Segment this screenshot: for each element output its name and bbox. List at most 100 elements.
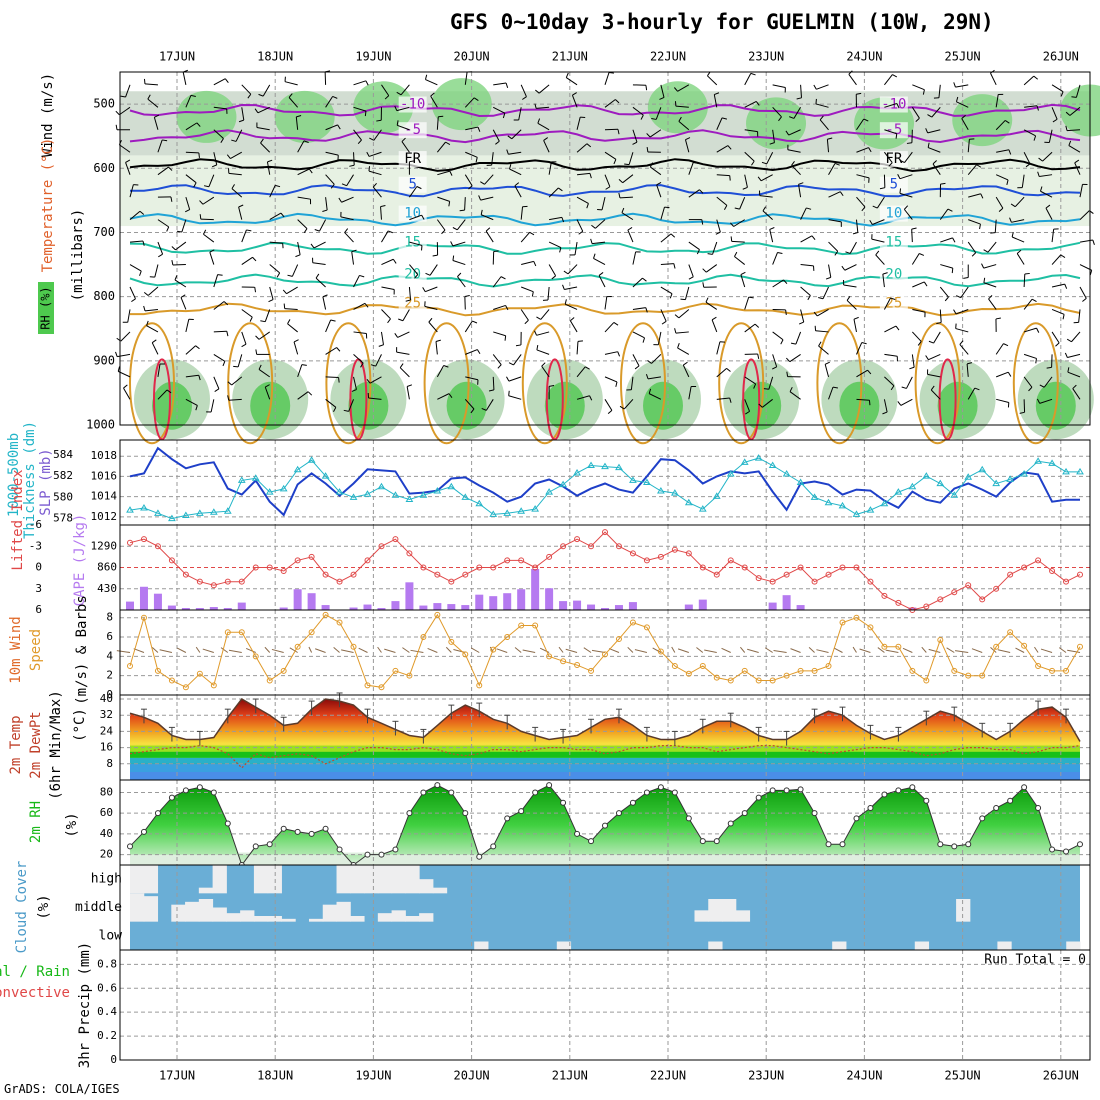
wind-barb xyxy=(353,106,367,112)
wind-barb-feather xyxy=(955,96,959,102)
wind-barb xyxy=(882,274,885,288)
wind-barb xyxy=(452,241,466,247)
cape-bar xyxy=(628,602,637,610)
surface-wind-barb xyxy=(928,648,941,653)
wind-barb xyxy=(213,106,227,110)
wind-barb xyxy=(593,258,606,265)
grads-footer: GrADS: COLA/IGES xyxy=(4,1082,120,1096)
rh-marker xyxy=(378,851,385,858)
rh-marker xyxy=(406,810,413,817)
wind-barbs-axis-label: (m/s) & Barbs xyxy=(74,595,90,705)
wind-barb-feather xyxy=(226,331,229,337)
cloud-cover-bar xyxy=(336,901,351,922)
wind-barb xyxy=(353,275,360,288)
wind-barb xyxy=(660,286,673,295)
wind-barb-feather xyxy=(506,149,509,155)
wind-barb xyxy=(940,237,953,243)
wind-barb xyxy=(209,252,215,265)
rh-marker xyxy=(602,822,608,829)
wind-barb-feather xyxy=(293,339,299,343)
wind-barb xyxy=(213,152,218,166)
wind-barb xyxy=(904,151,913,163)
wind-barb xyxy=(368,170,382,176)
wind-barb-feather xyxy=(477,126,481,132)
wind-speed-marker xyxy=(825,663,832,670)
cloud-cover-bar xyxy=(708,941,723,950)
wind-barb-feather xyxy=(1067,367,1070,373)
wind-barb-feather xyxy=(1072,384,1077,389)
wind-speed-marker xyxy=(127,663,133,670)
wind-barb xyxy=(574,242,578,255)
cloud-cover-bar xyxy=(322,904,338,922)
cloud-layer-label: low xyxy=(99,928,123,943)
wind-barb xyxy=(228,398,242,401)
wind-barb-feather xyxy=(813,311,818,317)
wind-barb xyxy=(346,174,354,186)
wind-barb xyxy=(911,253,920,265)
wind-barb-feather xyxy=(589,173,592,179)
wind-barb xyxy=(228,172,242,176)
precip-tick-label: 0.8 xyxy=(97,957,117,970)
wind-barb-feather xyxy=(222,361,226,367)
wind-barb-feather xyxy=(406,384,413,387)
rh-marker xyxy=(643,789,650,796)
wind-barb xyxy=(822,286,829,300)
wind-barb-feather xyxy=(853,316,859,320)
wind-barb xyxy=(912,308,926,313)
wind-barb-feather xyxy=(572,92,577,96)
wind-barb-feather xyxy=(529,231,535,236)
wind-barb-feather xyxy=(1019,411,1025,414)
wind-barb xyxy=(967,139,970,153)
day-label-top: 17JUN xyxy=(159,50,195,64)
wind-barb xyxy=(493,106,506,114)
wind-barb xyxy=(1068,145,1081,153)
wind-barb xyxy=(744,376,756,385)
wind-barb-feather xyxy=(480,209,483,215)
wind-barb xyxy=(319,219,327,232)
rh-moist-area xyxy=(176,90,237,143)
wind-barb xyxy=(828,219,842,223)
wind-barb-feather xyxy=(656,182,662,186)
lifted-index-marker xyxy=(811,578,818,585)
lifted-index-marker xyxy=(476,564,483,571)
surface-wind-barb xyxy=(990,647,997,653)
wind-barb xyxy=(872,219,885,225)
wind-barb xyxy=(493,82,507,86)
thickness-marker xyxy=(978,465,987,473)
wind-barb xyxy=(967,241,977,254)
surface-wind-barb xyxy=(116,650,131,653)
wind-barb-feather xyxy=(142,240,145,246)
wind-barb xyxy=(688,189,700,198)
wind-barb xyxy=(436,365,445,378)
wind-barb xyxy=(213,274,219,288)
thickness-marker xyxy=(824,498,833,506)
wind-barb-feather xyxy=(875,250,880,256)
wind-speed-marker xyxy=(140,614,147,621)
rh-legend-swatch xyxy=(38,282,54,334)
lifted-index-marker xyxy=(699,564,706,571)
wind-barb xyxy=(157,219,169,228)
lifted-index-marker xyxy=(420,564,427,571)
slp-tick-label: 1012 xyxy=(91,510,118,523)
wind-barb xyxy=(731,240,745,243)
wind-barb xyxy=(816,84,829,90)
surface-wind-barb xyxy=(1034,646,1039,653)
wind-barb-feather xyxy=(740,271,746,276)
day-label-top: 19JUN xyxy=(355,50,391,64)
wind-barb-feather xyxy=(158,253,163,258)
wind-barb-feather xyxy=(726,367,731,372)
wind-barb-feather xyxy=(295,254,301,258)
wind-barb-feather xyxy=(1064,352,1068,358)
wind-barb xyxy=(146,325,159,333)
wind-barb-feather xyxy=(818,341,822,347)
wind-barb xyxy=(286,286,298,295)
cloud-cover-bar xyxy=(130,893,145,922)
wind-barb xyxy=(547,286,550,301)
wind-barb-feather xyxy=(729,175,731,181)
wind-barb xyxy=(707,75,718,86)
wind-barb-feather xyxy=(143,78,146,84)
day-label-top: 22JUN xyxy=(650,50,686,64)
warm-contour xyxy=(227,322,274,445)
cape-bar xyxy=(531,568,540,610)
wind-barb xyxy=(621,212,634,221)
